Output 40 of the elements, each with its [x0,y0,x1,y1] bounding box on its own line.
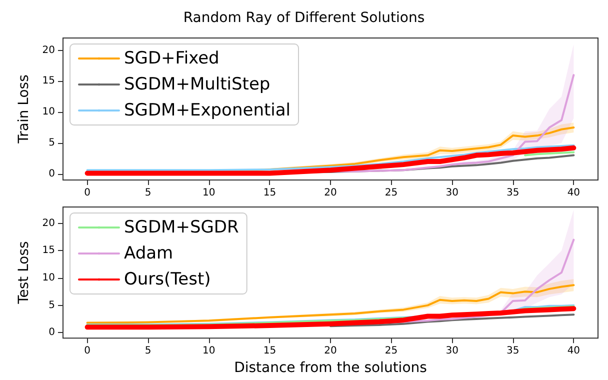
x-axis-title: Distance from the solutions [234,360,427,376]
legend-label: Adam [124,244,174,264]
y-tick-label: 20 [42,218,55,229]
y-tick-label: 20 [42,44,55,56]
x-tick-label: 25 [384,346,398,357]
y-tick-label: 10 [42,272,55,284]
x-tick-label: 40 [567,188,580,198]
legend-label: SGDM+MultiStep [124,74,270,94]
legend-label: SGDM+SGDR [124,218,240,238]
y-tick-label: 5 [48,300,55,311]
x-tick-label: 0 [84,346,91,357]
x-tick-label: 5 [144,188,152,198]
x-tick-label: 20 [324,346,337,357]
x-tick-label: 25 [384,188,398,198]
y-tick-label: 15 [42,245,55,256]
y-tick-label: 5 [48,137,55,148]
x-tick-label: 30 [446,346,458,357]
x-tick-label: 15 [263,188,276,198]
line-series [86,144,575,172]
x-tick-label: 40 [567,346,580,357]
x-tick-label: 15 [263,346,276,357]
line-series [330,314,575,328]
x-tick-label: 20 [324,188,337,198]
chart-title: Random Ray of Different Solutions [183,10,425,26]
legend-label: Ours(Test) [124,270,211,290]
legend-label: SGD+Fixed [124,48,220,68]
x-tick-label: 10 [202,346,216,357]
y-axis-title: Test Loss [16,241,32,305]
x-tick-label: 35 [506,346,520,357]
x-tick-label: 5 [144,346,152,357]
legend-label: SGDM+Exponential [124,100,290,120]
y-tick-label: 10 [42,106,55,118]
y-tick-label: 0 [48,327,55,338]
x-tick-label: 0 [84,188,91,198]
y-tick-label: 0 [48,168,55,180]
y-tick-label: 15 [42,76,55,87]
x-tick-label: 30 [446,188,458,198]
x-tick-label: 35 [506,188,520,198]
y-axis-title: Train Loss [16,74,32,144]
x-tick-label: 10 [202,188,216,198]
